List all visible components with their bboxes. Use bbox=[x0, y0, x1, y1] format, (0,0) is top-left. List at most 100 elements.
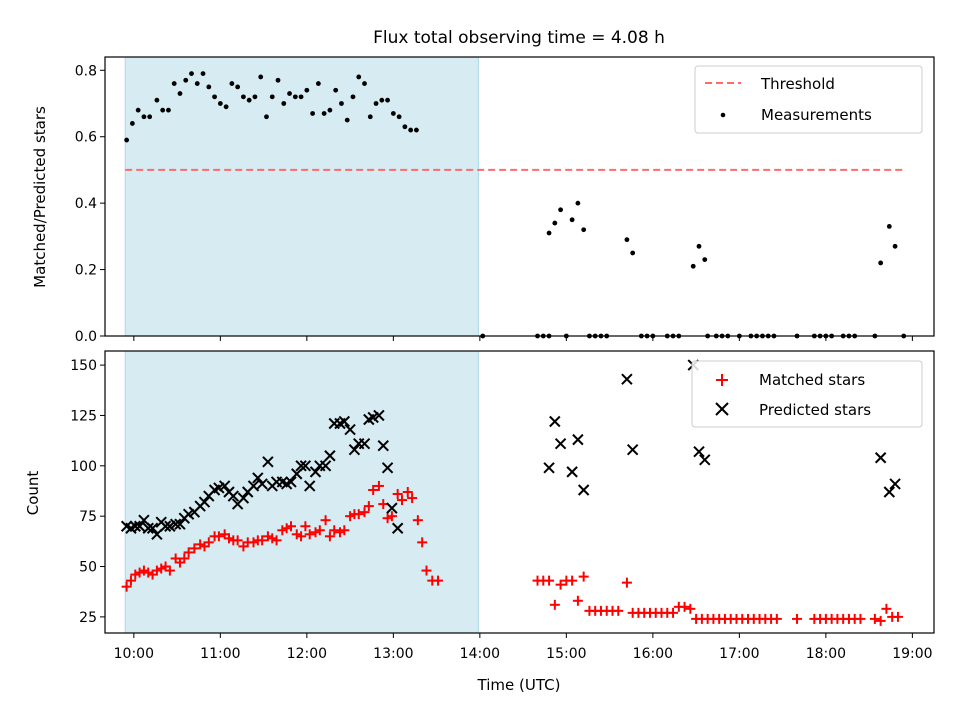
matched-star-point bbox=[679, 601, 690, 612]
measurement-point bbox=[333, 87, 339, 93]
measurement-point bbox=[408, 127, 414, 133]
measurement-point bbox=[160, 107, 166, 113]
bottom-ytick-label: 50 bbox=[79, 560, 97, 576]
predicted-star-point bbox=[304, 480, 316, 492]
measurement-point bbox=[223, 104, 229, 110]
bottom-panel: 25 50 75 100 125 150 10:00 11:00 12:00 13:00 14:0… bbox=[24, 350, 935, 694]
measurement-point bbox=[194, 81, 200, 86]
measurements-legend-swatch bbox=[720, 112, 726, 118]
measurement-point bbox=[310, 111, 316, 116]
predicted-star-point bbox=[133, 520, 146, 532]
bottom-y-ticks: 25 50 75 100 125 150 bbox=[70, 358, 105, 626]
bottom-ytick-label: 125 bbox=[70, 408, 97, 424]
matched-star-point bbox=[300, 521, 311, 532]
measurement-point bbox=[298, 94, 304, 100]
matched-star-point bbox=[164, 565, 175, 576]
predicted-legend-swatch bbox=[715, 402, 729, 416]
predicted-star-point bbox=[129, 520, 141, 532]
measurement-point bbox=[367, 114, 373, 120]
measurement-point bbox=[546, 230, 552, 236]
matched-star-point bbox=[386, 511, 397, 522]
matched-star-point bbox=[621, 577, 632, 588]
predicted-star-point bbox=[377, 439, 389, 452]
measurement-point bbox=[575, 200, 581, 206]
matched-star-point bbox=[555, 579, 566, 590]
bottom-xtick-label: 14:00 bbox=[460, 646, 500, 662]
predicted-star-point bbox=[381, 462, 394, 474]
matched-star-point bbox=[179, 553, 190, 564]
matched-star-point bbox=[304, 529, 315, 540]
predicted-star-point bbox=[218, 480, 231, 492]
bottom-legend-box bbox=[691, 360, 923, 428]
measurement-point bbox=[630, 250, 636, 256]
measurement-point bbox=[552, 220, 558, 226]
x-axis-label: Time (UTC) bbox=[477, 676, 561, 694]
measurement-point bbox=[183, 77, 189, 83]
matched-star-point bbox=[232, 535, 243, 546]
predicted-star-point bbox=[566, 466, 578, 478]
matched-star-point bbox=[396, 495, 407, 506]
bottom-ytick-label: 25 bbox=[79, 610, 97, 626]
matched-legend-swatch bbox=[716, 374, 728, 386]
measurement-point bbox=[200, 71, 206, 77]
bottom-ytick-label: 100 bbox=[70, 459, 97, 475]
matched-star-point bbox=[875, 615, 886, 626]
measurement-point bbox=[246, 97, 252, 103]
top-axes-frame bbox=[104, 56, 935, 337]
matched-star-point bbox=[421, 565, 432, 576]
measurement-point bbox=[264, 114, 269, 120]
chart-title: Flux total observing time = 4.08 h bbox=[373, 28, 665, 48]
measurement-point bbox=[292, 94, 298, 100]
predicted-star-point bbox=[386, 502, 398, 514]
top-ytick-label: 0.4 bbox=[75, 196, 97, 212]
top-ytick-label: 0.8 bbox=[75, 63, 97, 79]
top-shaded-interval bbox=[124, 56, 479, 337]
measurement-point bbox=[569, 217, 575, 223]
predicted-star-point bbox=[309, 466, 322, 478]
bottom-xtick-label: 10:00 bbox=[114, 646, 154, 662]
predicted-star-point bbox=[883, 486, 896, 498]
bottom-ytick-label: 75 bbox=[79, 509, 97, 525]
bottom-x-ticks: 10:00 11:00 12:00 13:00 14:00 15:00 16:00 17:00… bbox=[114, 633, 933, 662]
measurement-point bbox=[258, 74, 264, 80]
measurement-point bbox=[558, 207, 563, 213]
measurement-point bbox=[379, 97, 385, 103]
matched-star-point bbox=[121, 581, 132, 592]
predicted-star-point bbox=[874, 452, 887, 464]
measurement-point bbox=[287, 91, 292, 96]
predicted-star-point bbox=[138, 514, 150, 526]
predicted-star-point bbox=[572, 433, 584, 446]
top-ytick-label: 0.0 bbox=[75, 329, 97, 345]
predicted-star-point bbox=[299, 460, 312, 472]
measurement-point bbox=[166, 107, 171, 113]
top-y-axis-label: Matched/Predicted stars bbox=[31, 106, 49, 288]
predicted-star-point bbox=[577, 484, 590, 496]
matched-star-point bbox=[668, 607, 679, 618]
measurement-point bbox=[690, 263, 696, 269]
matched-star-point bbox=[373, 480, 384, 491]
measurement-point bbox=[241, 94, 246, 100]
matched-star-point bbox=[407, 493, 418, 504]
predicted-star-point bbox=[626, 443, 639, 456]
measurement-point bbox=[350, 94, 356, 100]
measurement-point bbox=[362, 81, 367, 86]
bottom-xtick-label: 13:00 bbox=[373, 646, 413, 662]
bottom-y-axis-label: Count bbox=[24, 471, 42, 516]
matched-star-point bbox=[771, 613, 782, 624]
measurement-point bbox=[373, 101, 379, 106]
predicted-star-point bbox=[338, 415, 351, 428]
predicted-star-point bbox=[237, 492, 250, 504]
matched-star-point bbox=[685, 603, 696, 614]
measurement-point bbox=[385, 97, 390, 103]
matched-star-point bbox=[359, 507, 370, 518]
bottom-shaded-interval bbox=[124, 350, 479, 634]
matched-star-point bbox=[339, 525, 350, 536]
matched-star-point bbox=[392, 489, 403, 500]
matched-star-point bbox=[613, 605, 624, 616]
matched-star-point bbox=[567, 575, 578, 586]
measurement-point bbox=[886, 223, 892, 229]
measurement-point bbox=[212, 94, 217, 100]
measurement-point bbox=[304, 87, 310, 93]
predicted-star-point bbox=[348, 443, 361, 456]
measurement-point bbox=[147, 114, 153, 120]
